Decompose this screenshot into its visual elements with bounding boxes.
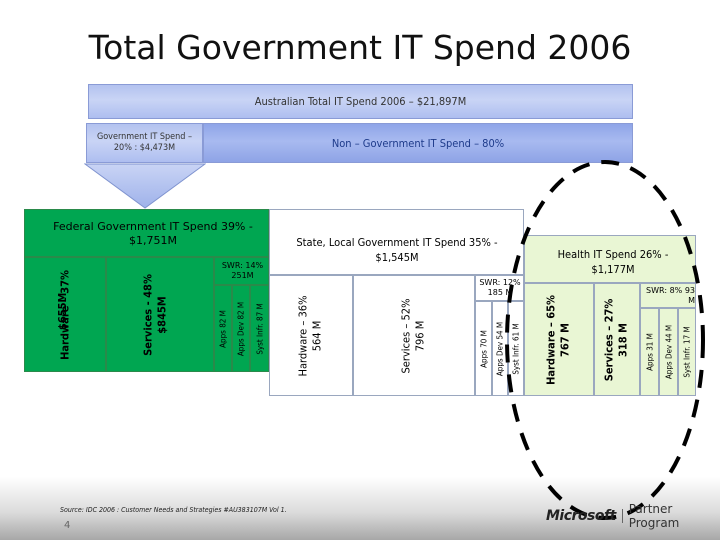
health-swr-apps-label: Apps 31 M bbox=[645, 333, 654, 371]
federal-swr-apps-label: Apps 82 M bbox=[218, 309, 228, 348]
state-swr-apps: Apps 70 M bbox=[475, 301, 492, 396]
health-services-label: Services – 27% bbox=[602, 298, 616, 381]
footer-background bbox=[0, 470, 720, 540]
health-swr-systinfr: Syst Infr. 17 M bbox=[678, 308, 696, 396]
federal-services: Services - 48% $845M bbox=[106, 257, 214, 372]
health-swr-apps: Apps 31 M bbox=[640, 308, 659, 396]
federal-header-label: Federal Government IT Spend 39% - $1,751… bbox=[53, 220, 253, 248]
state-swr-appsdev-label: Apps Dev 54 M bbox=[495, 321, 505, 376]
government-it-box: Government IT Spend – 20% : $4,473M bbox=[86, 123, 203, 163]
australian-total-label: Australian Total IT Spend 2006 – $21,897… bbox=[254, 95, 467, 108]
health-swr-header: SWR: 8% 93 M bbox=[640, 283, 696, 308]
source-note: Source: IDC 2006 : Customer Needs and St… bbox=[60, 506, 287, 514]
page-title: Total Government IT Spend 2006 bbox=[88, 28, 632, 67]
partner-program-label: Partner Program bbox=[628, 502, 680, 530]
federal-swr-apps: Apps 82 M bbox=[214, 285, 232, 372]
microsoft-wordmark: Microsoft bbox=[546, 508, 616, 524]
state-hardware: Hardware – 36% 564 M bbox=[269, 275, 353, 396]
state-services-value: 796 M bbox=[414, 320, 427, 351]
state-swr-appsdev: Apps Dev 54 M bbox=[492, 301, 508, 396]
health-services-value: 318 M bbox=[617, 322, 630, 357]
page-number: 4 bbox=[64, 520, 71, 531]
state-swr-systinfr-label: Syst Infr. 61 M bbox=[511, 322, 521, 375]
state-swr-systinfr: Syst Infr. 61 M bbox=[508, 301, 524, 396]
state-header-label: State, Local Government IT Spend 35% - $… bbox=[296, 236, 498, 264]
non-government-label: Non – Government IT Spend – 80% bbox=[331, 136, 505, 150]
health-services: Services – 27% 318 M bbox=[594, 283, 640, 396]
health-hardware: Hardware – 65% 767 M bbox=[524, 283, 594, 396]
health-hardware-value: 767 M bbox=[559, 322, 572, 357]
federal-hardware: Hardware – 37% bbox=[24, 257, 106, 372]
state-services: Services – 52% 796 M bbox=[353, 275, 475, 396]
health-header-label: Health IT Spend 26% - $1,177M bbox=[557, 248, 669, 276]
federal-header: Federal Government IT Spend 39% - $1,751… bbox=[24, 209, 269, 257]
logo-divider bbox=[621, 509, 623, 523]
state-services-label: Services – 52% bbox=[399, 298, 413, 373]
federal-swr-appsdev-label: Apps Dev 82 M bbox=[236, 301, 246, 356]
federal-swr-systinfr: Syst Infr. 87 M bbox=[250, 285, 269, 372]
federal-swr-appsdev: Apps Dev 82 M bbox=[232, 285, 250, 372]
non-government-bar: Non – Government IT Spend – 80% bbox=[203, 123, 633, 163]
federal-swr-label: SWR: 14% 251M bbox=[221, 261, 264, 280]
federal-swr-systinfr-label: Syst Infr. 87 M bbox=[255, 302, 264, 355]
government-it-label: Government IT Spend – 20% : $4,473M bbox=[96, 132, 193, 153]
state-swr-apps-label: Apps 70 M bbox=[479, 329, 488, 368]
health-header: Health IT Spend 26% - $1,177M bbox=[524, 235, 696, 283]
health-swr-systinfr-label: Syst Infr. 17 M bbox=[682, 326, 692, 378]
down-arrow-icon bbox=[84, 163, 206, 209]
state-header: State, Local Government IT Spend 35% - $… bbox=[269, 209, 524, 275]
federal-services-label: Services - 48% bbox=[141, 273, 155, 356]
microsoft-logo: Microsoft Partner Program bbox=[546, 502, 720, 530]
federal-services-value: $845M bbox=[155, 295, 169, 334]
australian-total-bar: Australian Total IT Spend 2006 – $21,897… bbox=[88, 84, 633, 119]
health-swr-label: SWR: 8% 93 M bbox=[646, 286, 695, 305]
federal-hardware-value: $655M bbox=[56, 292, 69, 330]
state-hardware-label: Hardware – 36% bbox=[296, 295, 310, 376]
health-hardware-label: Hardware – 65% bbox=[544, 294, 558, 385]
health-swr-appsdev-label: Apps Dev 44 M bbox=[664, 324, 673, 380]
state-hardware-value: 564 M bbox=[311, 320, 324, 351]
federal-swr-header: SWR: 14% 251M bbox=[214, 257, 269, 285]
state-swr-label: SWR: 12% 185 M bbox=[479, 278, 521, 297]
health-swr-appsdev: Apps Dev 44 M bbox=[659, 308, 678, 396]
state-swr-header: SWR: 12% 185 M bbox=[475, 275, 524, 301]
